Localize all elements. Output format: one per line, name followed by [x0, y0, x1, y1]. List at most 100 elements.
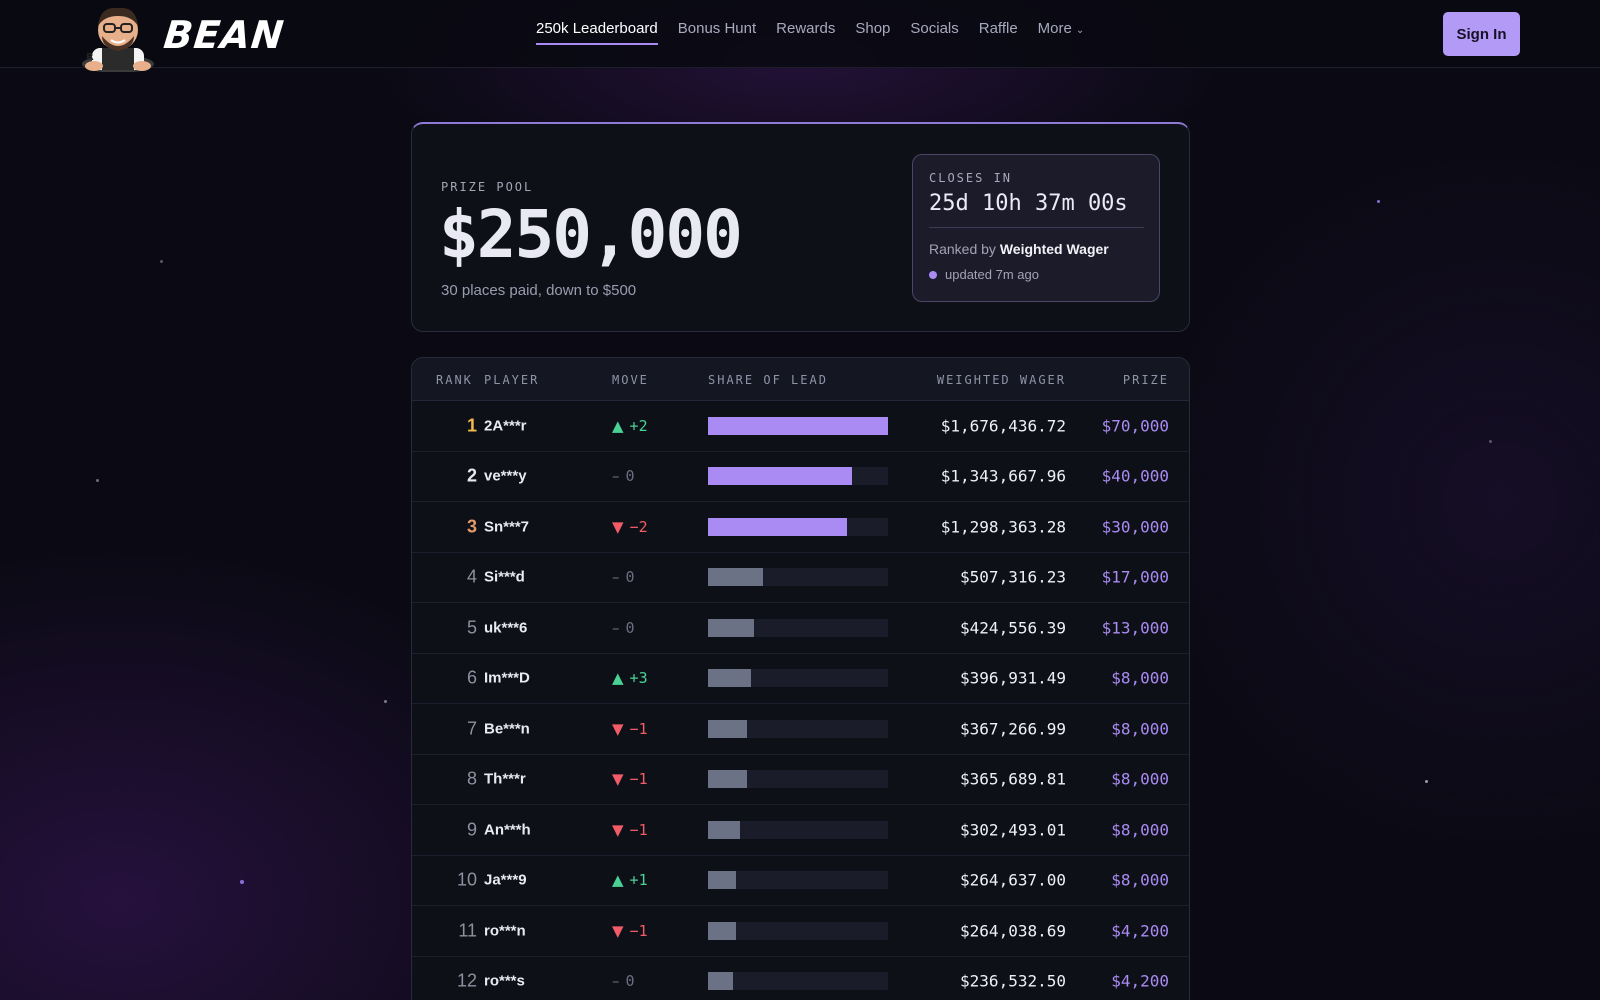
move-value: +2 [629, 416, 648, 435]
sign-in-button[interactable]: Sign In [1443, 12, 1520, 56]
share-bar-fill [708, 820, 741, 839]
prize-value: $40,000 [1101, 466, 1169, 486]
prize-value: $17,000 [1101, 567, 1169, 587]
share-bar-fill [708, 719, 748, 738]
site-logo[interactable]: R BEAN [80, 4, 287, 73]
table-row: 3 Sn***7 ▼ −2 $1,298,363.28 $30,000 [412, 502, 1189, 553]
rank-cell: 4 [466, 566, 477, 587]
wager-value: $365,689.81 [960, 769, 1066, 789]
no-change-icon: – [612, 467, 620, 486]
share-bar-fill [708, 669, 751, 688]
share-bar [708, 517, 888, 536]
move-value: 0 [625, 618, 635, 637]
main-menu: 250k Leaderboard Bonus Hunt Rewards Shop… [536, 20, 1084, 45]
player-name: ro***n [484, 922, 526, 940]
share-bar [708, 568, 888, 587]
wager-value: $236,532.50 [960, 971, 1066, 991]
updated-text: updated 7m ago [945, 267, 1039, 282]
wager-value: $264,038.69 [960, 921, 1066, 941]
nav-item-socials[interactable]: Socials [910, 20, 959, 37]
background-star [240, 880, 244, 884]
table-body: 1 2A***r ▲ +2 $1,676,436.72 $70,000 2 ve***y –0 $… [412, 401, 1189, 1000]
prize-value: $8,000 [1111, 820, 1169, 840]
table-row: 7 Be***n ▼ −1 $367,266.99 $8,000 [412, 704, 1189, 755]
table-row: 6 Im***D ▲ +3 $396,931.49 $8,000 [412, 654, 1189, 704]
ranked-by-metric: Weighted Wager [999, 241, 1109, 257]
move-value: 0 [625, 467, 635, 486]
table-row: 10 Ja***9 ▲ +1 $264,637.00 $8,000 [412, 856, 1189, 906]
share-bar [708, 921, 888, 940]
nav-item-raffle[interactable]: Raffle [978, 20, 1018, 37]
nav-item-more[interactable]: More ⌄ [1038, 20, 1085, 45]
player-name: Si***d [484, 568, 525, 586]
wager-value: $1,676,436.72 [940, 416, 1066, 436]
ranked-by-prefix: Ranked by [929, 241, 1000, 257]
move-value: +1 [629, 871, 648, 890]
move-cell: –0 [612, 467, 635, 485]
background-star [160, 260, 163, 263]
nav-item-shop[interactable]: Shop [855, 20, 891, 37]
share-bar [708, 467, 888, 486]
header-player: PLAYER [484, 373, 540, 387]
move-value: 0 [625, 568, 635, 587]
move-cell: –0 [612, 568, 635, 586]
arrow-up-icon: ▲ [612, 416, 624, 435]
prize-value: $8,000 [1111, 719, 1169, 739]
nav-item-bonus-hunt[interactable]: Bonus Hunt [677, 20, 757, 37]
table-row: 2 ve***y –0 $1,343,667.96 $40,000 [412, 452, 1189, 502]
move-value: −1 [629, 921, 648, 940]
closes-in-label: CLOSES IN [929, 171, 1013, 185]
wager-value: $1,298,363.28 [940, 517, 1066, 537]
header-prize: PRIZE [1122, 373, 1169, 387]
rank-cell: 7 [466, 718, 477, 739]
rank-cell: 11 [458, 920, 477, 941]
share-bar-fill [708, 618, 754, 637]
nav-item-more-label: More [1037, 20, 1072, 37]
header-rank: RANK [436, 373, 473, 387]
no-change-icon: – [612, 568, 620, 587]
top-navbar: R BEAN 250k Leaderboard Bonus Hunt Rewar… [0, 0, 1600, 73]
move-value: −1 [629, 770, 648, 789]
move-cell: ▲ +3 [612, 669, 648, 687]
player-name: 2A***r [484, 417, 527, 435]
share-bar-fill [708, 517, 848, 536]
prize-pool-subtitle: 30 places paid, down to $500 [441, 282, 637, 299]
ranked-by-text: Ranked by Weighted Wager [929, 241, 1109, 257]
move-cell: ▼ −2 [612, 518, 648, 536]
prize-pool-label: PRIZE POOL [441, 180, 534, 194]
nav-item-leaderboard[interactable]: 250k Leaderboard [536, 20, 658, 45]
share-bar [708, 972, 888, 991]
table-row: 1 2A***r ▲ +2 $1,676,436.72 $70,000 [412, 401, 1189, 452]
mascot-logo-icon: R [80, 4, 156, 73]
table-row: 9 An***h ▼ −1 $302,493.01 $8,000 [412, 805, 1189, 856]
prize-value: $13,000 [1101, 618, 1169, 638]
share-bar-fill [708, 416, 888, 435]
prize-value: $4,200 [1111, 971, 1169, 991]
background-star [1425, 780, 1428, 783]
share-bar-fill [708, 972, 734, 991]
rank-cell: 8 [466, 768, 477, 789]
chevron-down-icon: ⌄ [1075, 25, 1085, 36]
player-name: Ja***9 [484, 871, 527, 889]
header-share: SHARE OF LEAD [708, 373, 828, 387]
player-name: Be***n [484, 720, 530, 738]
player-name: Sn***7 [484, 518, 530, 536]
brand-name: BEAN [161, 13, 287, 57]
background-star [384, 700, 387, 703]
nav-item-rewards[interactable]: Rewards [776, 20, 836, 37]
rank-cell: 10 [456, 869, 477, 890]
move-cell: ▼ −1 [612, 770, 648, 788]
prize-value: $8,000 [1111, 668, 1169, 688]
prize-pool-amount: $250,000 [439, 196, 743, 273]
prize-value: $70,000 [1101, 416, 1169, 436]
wager-value: $424,556.39 [960, 618, 1066, 638]
arrow-up-icon: ▲ [612, 871, 624, 890]
background-star [96, 479, 99, 482]
arrow-down-icon: ▼ [612, 517, 624, 536]
share-bar [708, 871, 888, 890]
table-row: 11 ro***n ▼ −1 $264,038.69 $4,200 [412, 906, 1189, 957]
move-cell: ▼ −1 [612, 720, 648, 738]
arrow-down-icon: ▼ [612, 719, 624, 738]
share-bar [708, 618, 888, 637]
move-cell: ▼ −1 [612, 821, 648, 839]
